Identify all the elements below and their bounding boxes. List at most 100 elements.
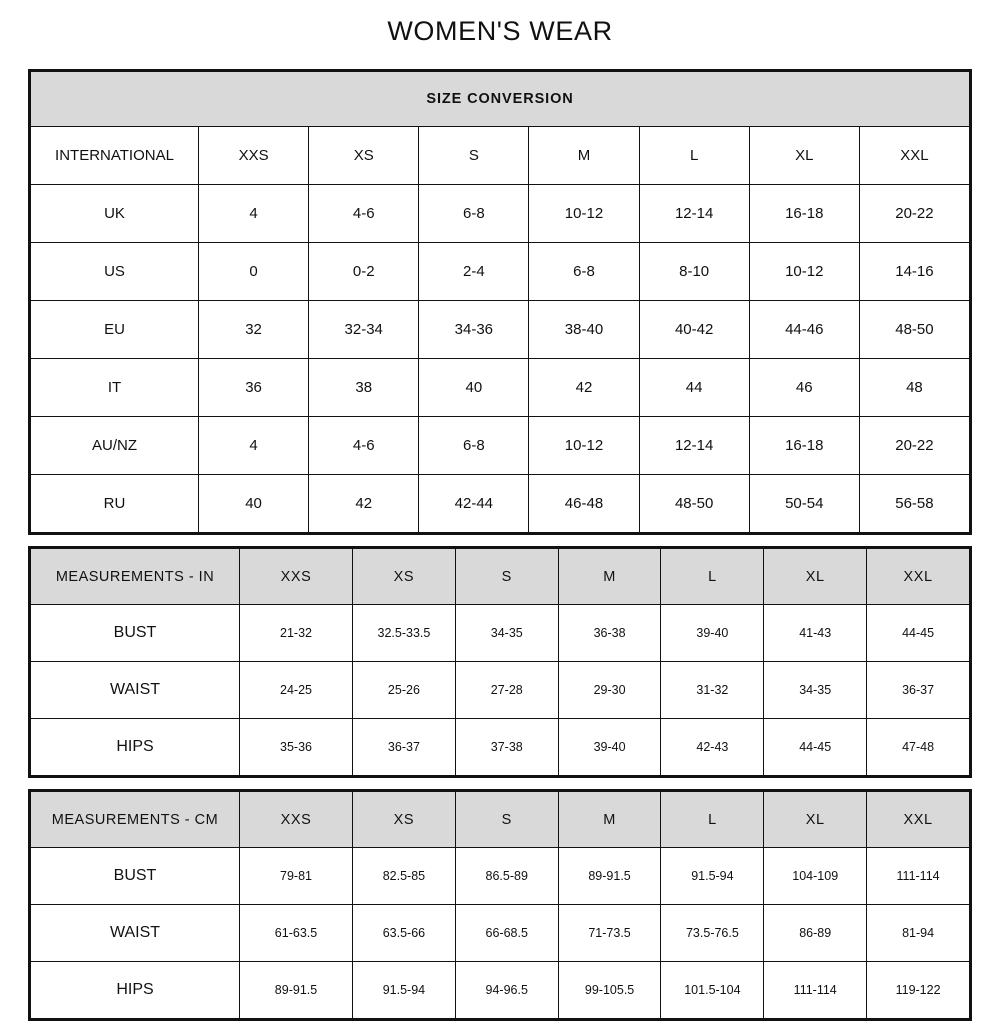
cell-hips-cm-xs: 91.5-94 xyxy=(352,961,456,1019)
row-label-hips-in: HIPS xyxy=(30,718,240,776)
row-label-waist-in: WAIST xyxy=(30,661,240,719)
cell-waist-cm-xxs: 61-63.5 xyxy=(239,904,353,962)
row-label-aunz: AU/NZ xyxy=(30,416,199,475)
cell-waist-in-xxl: 36-37 xyxy=(866,661,970,719)
cell-bust-in-xl: 41-43 xyxy=(763,604,868,662)
size-conversion-banner-row: SIZE CONVERSION xyxy=(30,71,970,127)
row-label-international: INTERNATIONAL xyxy=(30,126,199,185)
measurements-cm-size-xs: XS xyxy=(352,791,456,848)
measurements-cm-size-m: M xyxy=(557,791,662,848)
table-row-hips-in: HIPS 35-36 36-37 37-38 39-40 42-43 44-45… xyxy=(30,718,970,776)
row-label-bust-in: BUST xyxy=(30,604,240,662)
cell-bust-cm-xxl: 111-114 xyxy=(866,847,970,905)
measurements-in-size-xl: XL xyxy=(763,548,868,605)
cell-eu-xs: 32-34 xyxy=(308,300,420,359)
measurements-in-size-s: S xyxy=(454,548,559,605)
cell-hips-in-s: 37-38 xyxy=(454,718,559,776)
measurements-in-table-container: MEASUREMENTS - IN XXS XS S M L XL XXL BU… xyxy=(28,546,972,778)
table-row-waist-cm: WAIST 61-63.5 63.5-66 66-68.5 71-73.5 73… xyxy=(30,904,970,962)
cell-hips-cm-xxs: 89-91.5 xyxy=(239,961,353,1019)
cell-bust-in-m: 36-38 xyxy=(557,604,662,662)
table-row-bust-in: BUST 21-32 32.5-33.5 34-35 36-38 39-40 4… xyxy=(30,604,970,662)
cell-it-xxl: 48 xyxy=(858,358,971,417)
cell-aunz-xs: 4-6 xyxy=(308,416,420,475)
table-row-it: IT 36 38 40 42 44 46 48 xyxy=(30,358,971,417)
cell-hips-in-l: 42-43 xyxy=(660,718,765,776)
cell-hips-cm-xxl: 119-122 xyxy=(866,961,970,1019)
row-label-it: IT xyxy=(30,358,199,417)
cell-uk-xxl: 20-22 xyxy=(858,184,971,243)
cell-bust-cm-l: 91.5-94 xyxy=(660,847,765,905)
size-conversion-banner: SIZE CONVERSION xyxy=(30,71,970,127)
measurements-in-size-m: M xyxy=(557,548,662,605)
cell-bust-cm-xl: 104-109 xyxy=(763,847,868,905)
cell-uk-l: 12-14 xyxy=(638,184,750,243)
cell-hips-in-xxs: 35-36 xyxy=(239,718,353,776)
cell-it-xl: 46 xyxy=(748,358,860,417)
cell-us-xl: 10-12 xyxy=(748,242,860,301)
cell-uk-m: 10-12 xyxy=(528,184,640,243)
cell-eu-l: 40-42 xyxy=(638,300,750,359)
cell-us-xs: 0-2 xyxy=(308,242,420,301)
cell-waist-cm-s: 66-68.5 xyxy=(454,904,559,962)
measurements-in-size-xxl: XXL xyxy=(866,548,970,605)
cell-uk-s: 6-8 xyxy=(418,184,530,243)
table-row-eu: EU 32 32-34 34-36 38-40 40-42 44-46 48-5… xyxy=(30,300,971,359)
cell-us-s: 2-4 xyxy=(418,242,530,301)
cell-international-xxl: XXL xyxy=(858,126,971,185)
cell-waist-in-xxs: 24-25 xyxy=(239,661,353,719)
measurements-in-size-xxs: XXS xyxy=(239,548,353,605)
cell-aunz-l: 12-14 xyxy=(638,416,750,475)
cell-eu-xxs: 32 xyxy=(197,300,310,359)
page-title: WOMEN'S WEAR xyxy=(387,16,613,46)
table-row-uk: UK 4 4-6 6-8 10-12 12-14 16-18 20-22 xyxy=(30,184,971,243)
cell-hips-cm-xl: 111-114 xyxy=(763,961,868,1019)
cell-international-l: L xyxy=(638,126,750,185)
cell-hips-in-xs: 36-37 xyxy=(352,718,456,776)
cell-waist-in-s: 27-28 xyxy=(454,661,559,719)
cell-us-m: 6-8 xyxy=(528,242,640,301)
cell-hips-cm-m: 99-105.5 xyxy=(557,961,662,1019)
cell-ru-l: 48-50 xyxy=(638,474,750,533)
cell-hips-in-xxl: 47-48 xyxy=(866,718,970,776)
measurements-cm-size-l: L xyxy=(660,791,765,848)
measurements-in-header-row: MEASUREMENTS - IN XXS XS S M L XL XXL xyxy=(30,548,970,605)
cell-hips-cm-l: 101.5-104 xyxy=(660,961,765,1019)
measurements-cm-size-xxl: XXL xyxy=(866,791,970,848)
measurements-cm-header-row: MEASUREMENTS - CM XXS XS S M L XL XXL xyxy=(30,791,970,848)
row-label-waist-cm: WAIST xyxy=(30,904,240,962)
cell-ru-xs: 42 xyxy=(308,474,420,533)
table-row-hips-cm: HIPS 89-91.5 91.5-94 94-96.5 99-105.5 10… xyxy=(30,961,970,1019)
cell-hips-in-xl: 44-45 xyxy=(763,718,868,776)
cell-uk-xs: 4-6 xyxy=(308,184,420,243)
row-label-uk: UK xyxy=(30,184,199,243)
cell-bust-in-xs: 32.5-33.5 xyxy=(352,604,456,662)
cell-bust-in-s: 34-35 xyxy=(454,604,559,662)
cell-bust-cm-xs: 82.5-85 xyxy=(352,847,456,905)
cell-it-xs: 38 xyxy=(308,358,420,417)
cell-international-s: S xyxy=(418,126,530,185)
cell-uk-xl: 16-18 xyxy=(748,184,860,243)
size-conversion-table: SIZE CONVERSION INTERNATIONAL XXS XS S M… xyxy=(30,71,971,533)
cell-eu-xxl: 48-50 xyxy=(858,300,971,359)
cell-international-xl: XL xyxy=(748,126,860,185)
cell-it-xxs: 36 xyxy=(197,358,310,417)
table-row-bust-cm: BUST 79-81 82.5-85 86.5-89 89-91.5 91.5-… xyxy=(30,847,970,905)
measurements-in-body: BUST 21-32 32.5-33.5 34-35 36-38 39-40 4… xyxy=(30,604,970,776)
size-conversion-table-container: SIZE CONVERSION INTERNATIONAL XXS XS S M… xyxy=(28,69,972,535)
cell-international-m: M xyxy=(528,126,640,185)
cell-aunz-xl: 16-18 xyxy=(748,416,860,475)
cell-us-l: 8-10 xyxy=(638,242,750,301)
cell-aunz-xxs: 4 xyxy=(197,416,310,475)
measurements-in-table: MEASUREMENTS - IN XXS XS S M L XL XXL BU… xyxy=(30,548,970,776)
measurements-cm-header-label: MEASUREMENTS - CM xyxy=(30,791,240,848)
cell-bust-in-l: 39-40 xyxy=(660,604,765,662)
cell-eu-s: 34-36 xyxy=(418,300,530,359)
cell-bust-in-xxs: 21-32 xyxy=(239,604,353,662)
cell-waist-in-xs: 25-26 xyxy=(352,661,456,719)
row-label-hips-cm: HIPS xyxy=(30,961,240,1019)
row-label-bust-cm: BUST xyxy=(30,847,240,905)
cell-waist-cm-xl: 86-89 xyxy=(763,904,868,962)
measurements-cm-size-xxs: XXS xyxy=(239,791,353,848)
measurements-cm-size-s: S xyxy=(454,791,559,848)
